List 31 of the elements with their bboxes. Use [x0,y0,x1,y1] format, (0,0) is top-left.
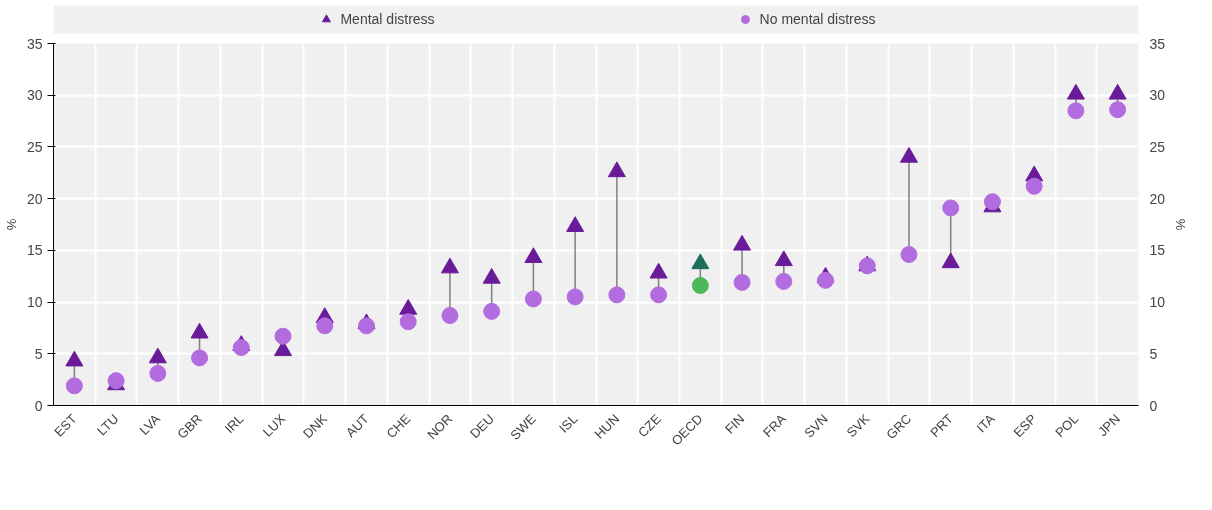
x-tick-label: FIN [721,411,748,437]
y-tick-label: 35 [26,35,43,52]
y2-tick-label: 20 [1149,190,1166,207]
y-tick-label: 5 [34,345,43,362]
y2-axis-title: % [1173,218,1189,231]
y2-tick-label: 30 [1149,87,1166,104]
x-tick-label: LTU [94,411,122,439]
y2-tick-label: 25 [1149,138,1166,155]
x-tick-label: JPN [1094,411,1123,440]
y-tick-label: 15 [26,242,43,259]
y-tick-label: 20 [26,190,43,207]
y2-tick-label: 0 [1149,397,1158,414]
x-tick-label: ISL [556,411,581,436]
y-tick-label: 10 [26,294,43,311]
legend-label: No mental distress [759,11,876,27]
x-tick-label: POL [1052,411,1082,441]
x-tick-label: ITA [973,410,998,436]
legend-label: Mental distress [340,11,435,27]
y2-tick-label: 10 [1149,294,1166,311]
y-tick-label: 0 [34,397,43,414]
y-tick-label: 30 [26,87,43,104]
y-tick-label: 25 [26,138,43,155]
x-tick-label: IRL [221,411,247,437]
x-tick-label: CZE [634,410,665,441]
x-tick-label: LVA [136,410,164,438]
y2-tick-label: 5 [1149,345,1158,362]
y-axis-title: % [3,218,19,231]
y2-tick-label: 15 [1149,242,1166,259]
y2-tick-label: 35 [1149,35,1166,52]
x-tick-label: FRA [760,410,790,441]
x-tick-label: ESP [1010,411,1040,441]
